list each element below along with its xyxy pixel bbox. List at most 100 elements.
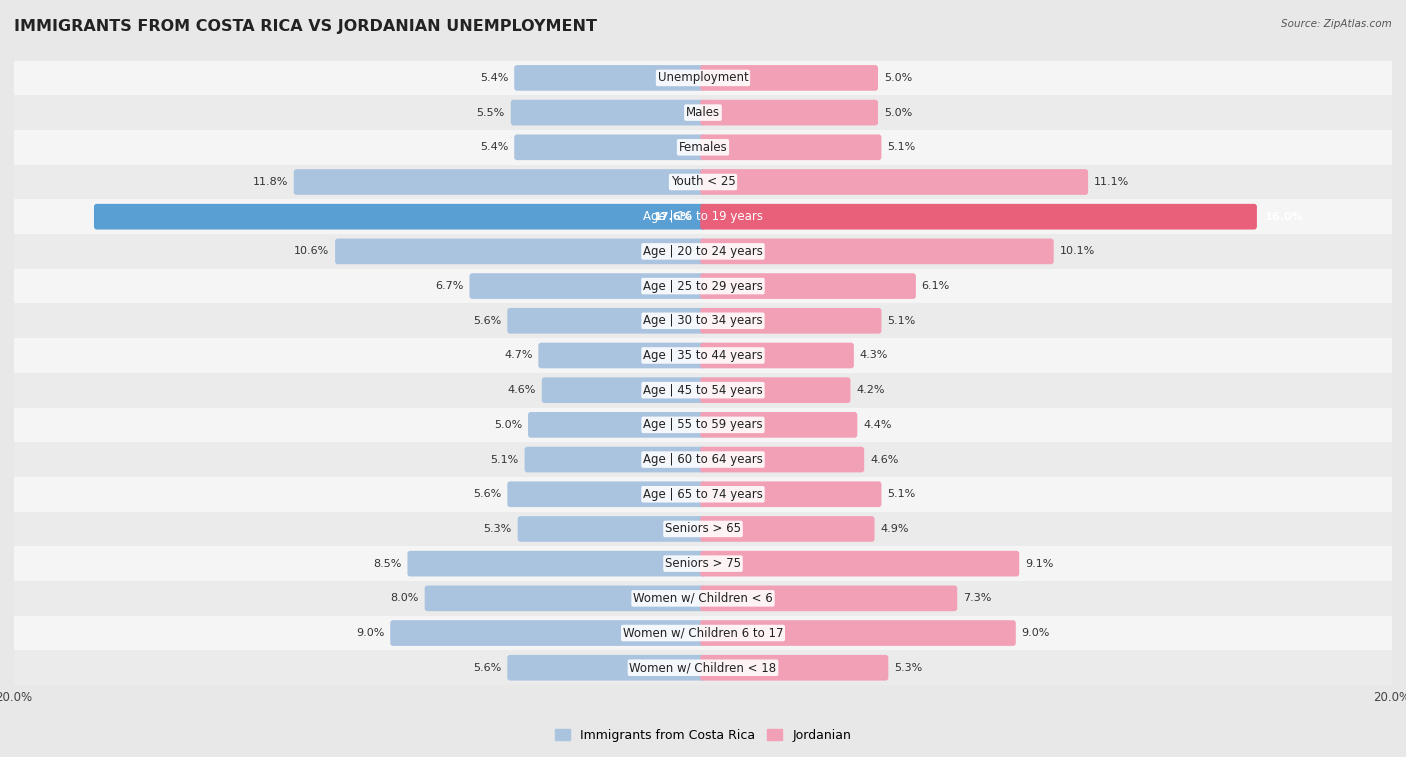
FancyBboxPatch shape (510, 100, 706, 126)
Bar (0, 304, 1406, 338)
FancyBboxPatch shape (700, 516, 875, 542)
Text: 8.5%: 8.5% (373, 559, 402, 569)
Text: 4.9%: 4.9% (880, 524, 908, 534)
Text: 5.0%: 5.0% (494, 420, 522, 430)
Bar (0, 547, 1406, 581)
FancyBboxPatch shape (94, 204, 706, 229)
FancyBboxPatch shape (470, 273, 706, 299)
Text: Age | 30 to 34 years: Age | 30 to 34 years (643, 314, 763, 327)
Bar (0, 442, 1406, 477)
Text: Age | 65 to 74 years: Age | 65 to 74 years (643, 488, 763, 501)
FancyBboxPatch shape (700, 273, 915, 299)
FancyBboxPatch shape (700, 169, 1088, 195)
FancyBboxPatch shape (700, 655, 889, 681)
FancyBboxPatch shape (515, 135, 706, 160)
FancyBboxPatch shape (517, 516, 706, 542)
Text: Females: Females (679, 141, 727, 154)
Bar (0, 407, 1406, 442)
Text: 17.6%: 17.6% (654, 212, 693, 222)
Text: 9.1%: 9.1% (1025, 559, 1053, 569)
Text: 11.8%: 11.8% (253, 177, 288, 187)
FancyBboxPatch shape (508, 655, 706, 681)
FancyBboxPatch shape (541, 377, 706, 403)
Text: Women w/ Children < 6: Women w/ Children < 6 (633, 592, 773, 605)
FancyBboxPatch shape (529, 412, 706, 438)
Text: 5.0%: 5.0% (884, 73, 912, 83)
Text: 5.1%: 5.1% (887, 142, 915, 152)
Text: Age | 20 to 24 years: Age | 20 to 24 years (643, 245, 763, 258)
FancyBboxPatch shape (700, 204, 1257, 229)
Bar (0, 234, 1406, 269)
Text: 4.6%: 4.6% (508, 385, 536, 395)
Text: Age | 60 to 64 years: Age | 60 to 64 years (643, 453, 763, 466)
FancyBboxPatch shape (524, 447, 706, 472)
Text: 10.6%: 10.6% (294, 246, 329, 257)
Text: 9.0%: 9.0% (356, 628, 384, 638)
FancyBboxPatch shape (700, 620, 1015, 646)
FancyBboxPatch shape (700, 551, 1019, 577)
FancyBboxPatch shape (408, 551, 706, 577)
Text: 5.3%: 5.3% (894, 662, 922, 673)
Text: Age | 35 to 44 years: Age | 35 to 44 years (643, 349, 763, 362)
Text: Unemployment: Unemployment (658, 71, 748, 85)
Text: 4.4%: 4.4% (863, 420, 891, 430)
Text: 4.3%: 4.3% (859, 350, 889, 360)
Text: Women w/ Children < 18: Women w/ Children < 18 (630, 661, 776, 674)
Text: Source: ZipAtlas.com: Source: ZipAtlas.com (1281, 19, 1392, 29)
Text: 10.1%: 10.1% (1060, 246, 1095, 257)
Text: 5.1%: 5.1% (887, 489, 915, 500)
Text: Women w/ Children 6 to 17: Women w/ Children 6 to 17 (623, 627, 783, 640)
Text: Age | 55 to 59 years: Age | 55 to 59 years (643, 419, 763, 431)
Text: Seniors > 75: Seniors > 75 (665, 557, 741, 570)
Bar (0, 269, 1406, 304)
Text: Males: Males (686, 106, 720, 119)
FancyBboxPatch shape (700, 377, 851, 403)
FancyBboxPatch shape (700, 308, 882, 334)
FancyBboxPatch shape (700, 238, 1053, 264)
Text: Youth < 25: Youth < 25 (671, 176, 735, 188)
Text: 5.0%: 5.0% (884, 107, 912, 117)
Bar (0, 373, 1406, 407)
Text: Seniors > 65: Seniors > 65 (665, 522, 741, 535)
FancyBboxPatch shape (700, 585, 957, 611)
Text: Age | 45 to 54 years: Age | 45 to 54 years (643, 384, 763, 397)
Bar (0, 95, 1406, 130)
Text: 4.7%: 4.7% (503, 350, 533, 360)
Bar (0, 338, 1406, 373)
Bar (0, 199, 1406, 234)
Text: IMMIGRANTS FROM COSTA RICA VS JORDANIAN UNEMPLOYMENT: IMMIGRANTS FROM COSTA RICA VS JORDANIAN … (14, 19, 598, 34)
FancyBboxPatch shape (700, 135, 882, 160)
Text: 5.6%: 5.6% (474, 316, 502, 326)
FancyBboxPatch shape (294, 169, 706, 195)
Text: 5.4%: 5.4% (479, 73, 509, 83)
FancyBboxPatch shape (508, 308, 706, 334)
Text: 5.5%: 5.5% (477, 107, 505, 117)
FancyBboxPatch shape (538, 343, 706, 369)
Bar (0, 512, 1406, 547)
Text: 6.1%: 6.1% (922, 281, 950, 291)
Text: 11.1%: 11.1% (1094, 177, 1129, 187)
FancyBboxPatch shape (700, 481, 882, 507)
Text: 5.1%: 5.1% (491, 454, 519, 465)
Text: 5.3%: 5.3% (484, 524, 512, 534)
FancyBboxPatch shape (700, 343, 853, 369)
FancyBboxPatch shape (335, 238, 706, 264)
Text: 8.0%: 8.0% (391, 593, 419, 603)
Text: 4.6%: 4.6% (870, 454, 898, 465)
FancyBboxPatch shape (425, 585, 706, 611)
Text: 5.1%: 5.1% (887, 316, 915, 326)
Text: 5.4%: 5.4% (479, 142, 509, 152)
Bar (0, 477, 1406, 512)
Bar (0, 61, 1406, 95)
Bar (0, 130, 1406, 165)
Text: 5.6%: 5.6% (474, 662, 502, 673)
Text: 16.0%: 16.0% (1264, 212, 1303, 222)
Text: 6.7%: 6.7% (436, 281, 464, 291)
Legend: Immigrants from Costa Rica, Jordanian: Immigrants from Costa Rica, Jordanian (550, 724, 856, 747)
FancyBboxPatch shape (700, 447, 865, 472)
FancyBboxPatch shape (700, 100, 877, 126)
Bar (0, 615, 1406, 650)
Bar (0, 581, 1406, 615)
FancyBboxPatch shape (508, 481, 706, 507)
Text: 9.0%: 9.0% (1022, 628, 1050, 638)
